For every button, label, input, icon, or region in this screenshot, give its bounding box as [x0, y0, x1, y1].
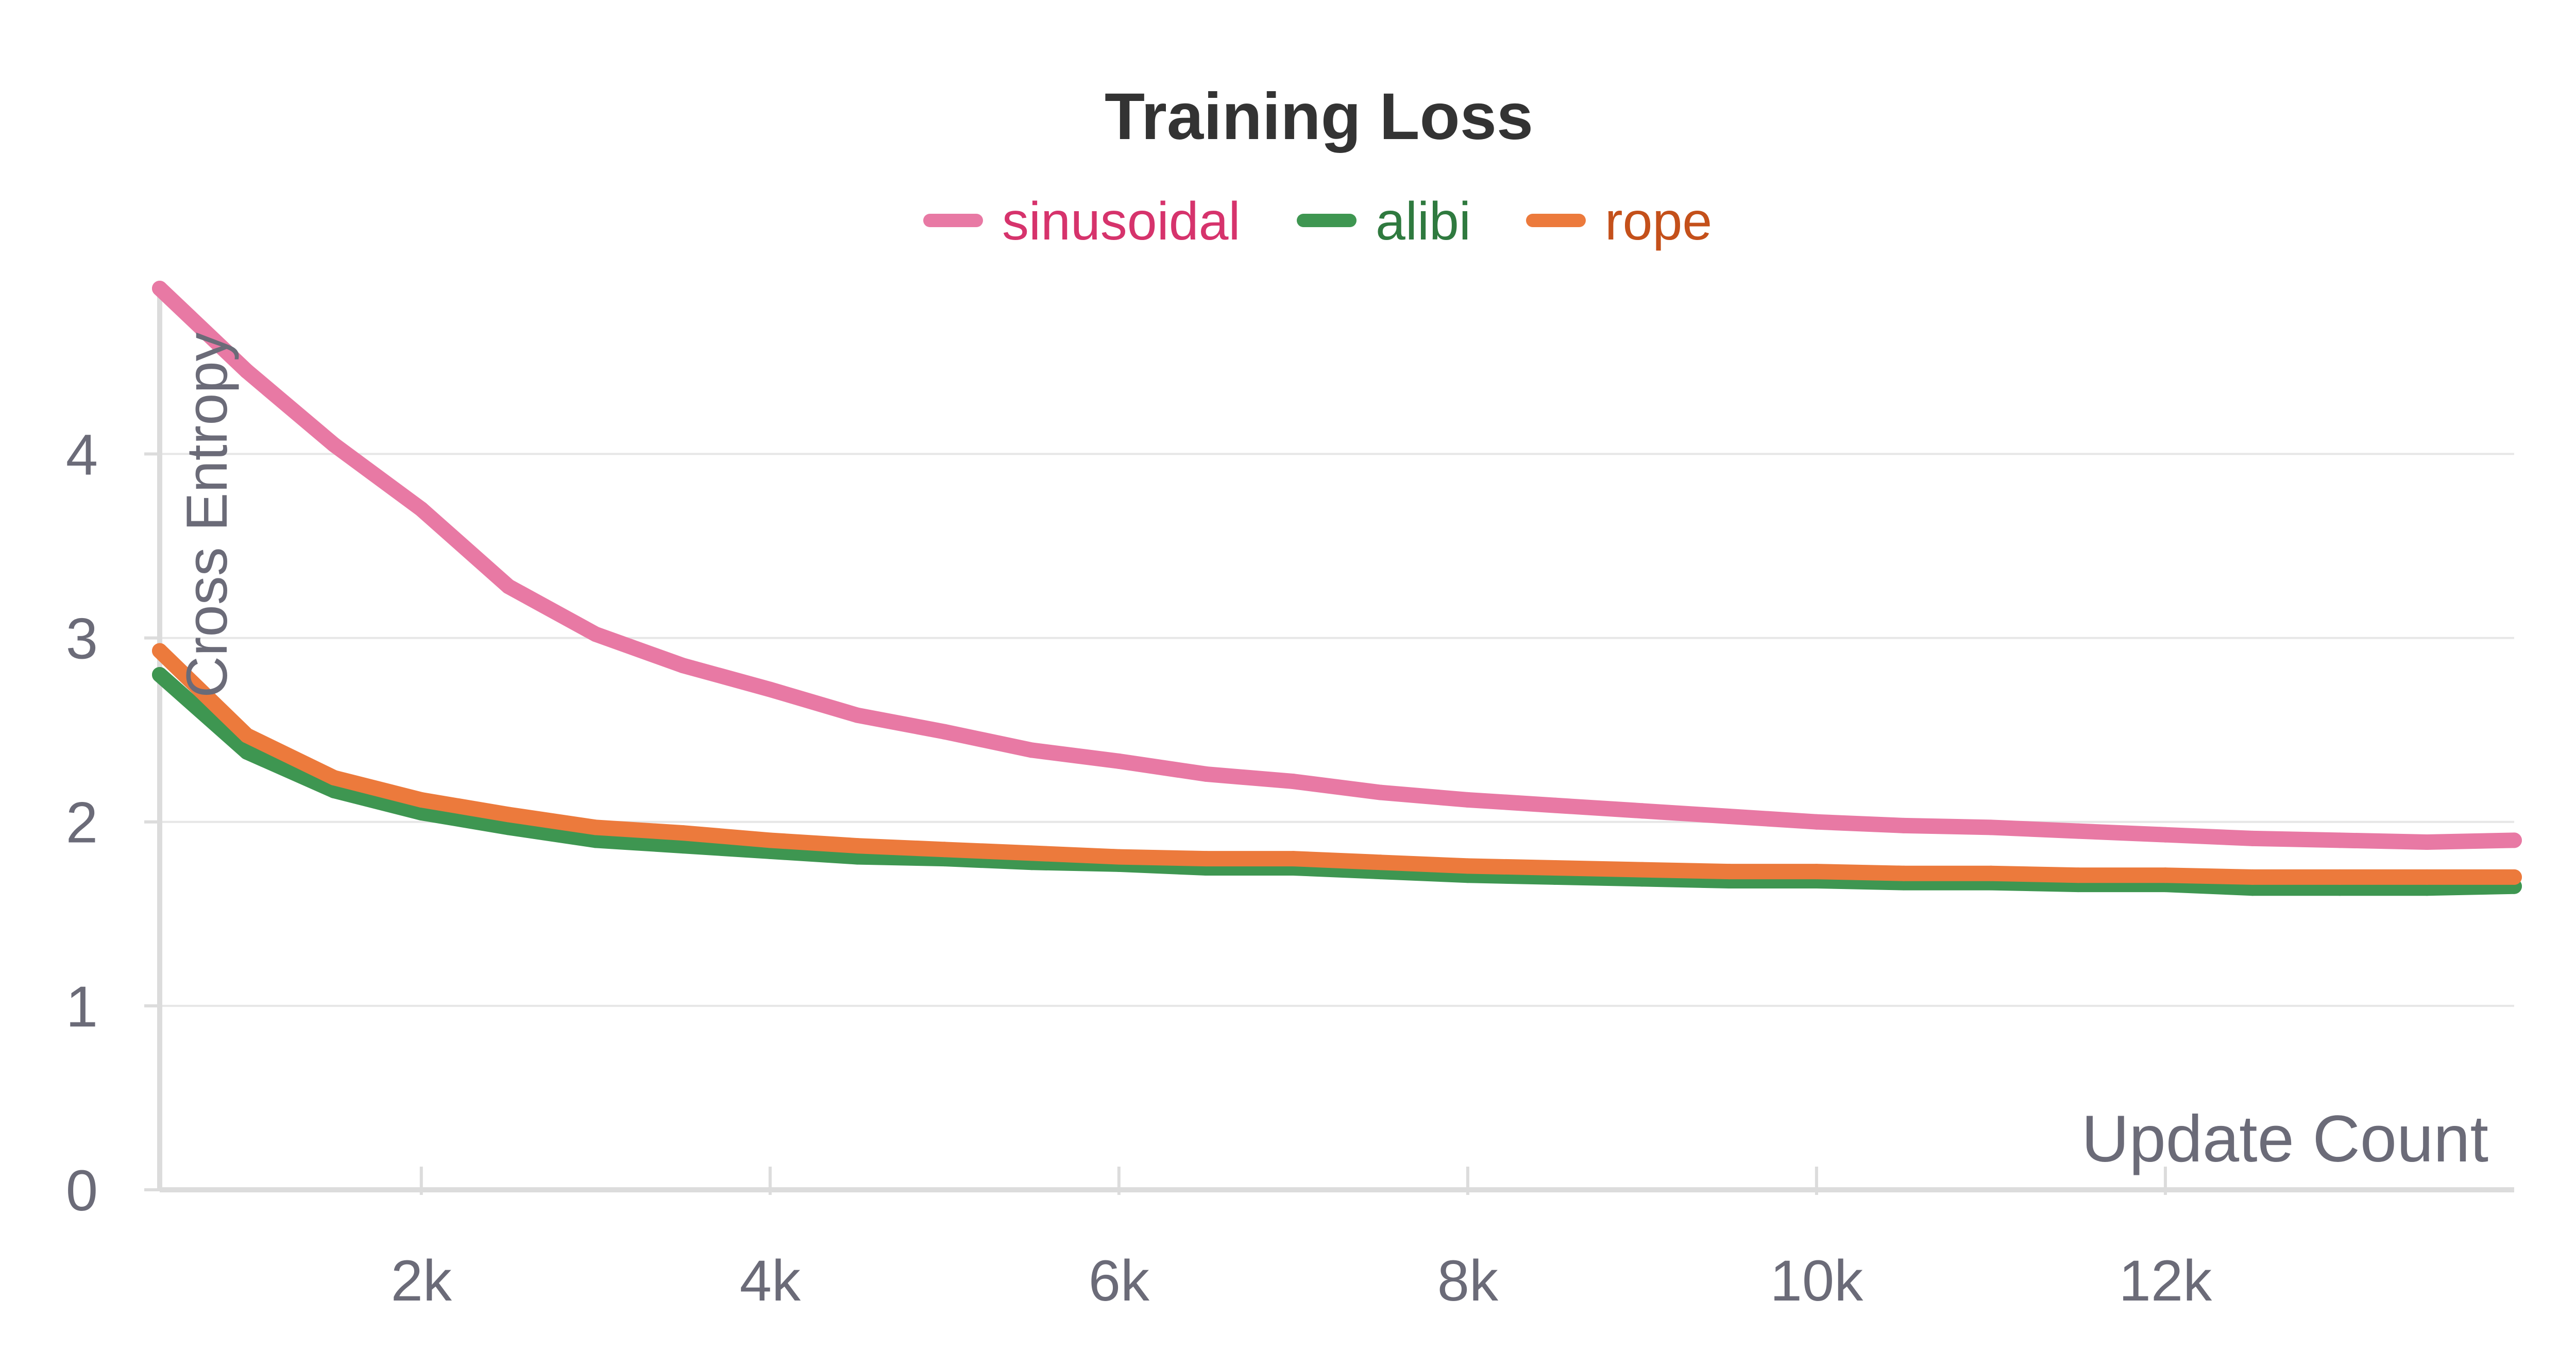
data-point-rope	[326, 770, 342, 785]
data-point-alibi	[413, 805, 429, 820]
data-point-sinusoidal	[588, 626, 604, 642]
x-tick-label: 2k	[391, 1249, 452, 1313]
chart-title: Training Loss	[1105, 80, 1533, 153]
data-point-alibi	[152, 667, 167, 682]
data-point-rope	[588, 819, 604, 835]
data-point-sinusoidal	[1634, 803, 1650, 819]
y-tick-label: 1	[66, 974, 98, 1039]
data-point-sinusoidal	[2332, 832, 2348, 848]
data-point-alibi	[239, 744, 255, 760]
data-point-rope	[762, 832, 778, 848]
data-point-rope	[850, 838, 866, 854]
data-point-sinusoidal	[1896, 817, 1912, 833]
series-line-sinusoidal	[152, 281, 2522, 850]
x-tick-label: 12k	[2119, 1249, 2213, 1313]
data-point-sinusoidal	[413, 501, 429, 517]
data-point-sinusoidal	[152, 281, 167, 296]
legend-item-sinusoidal[interactable]: sinusoidal	[923, 192, 1241, 251]
data-point-sinusoidal	[675, 658, 691, 674]
data-point-rope	[1808, 864, 1824, 880]
data-point-rope	[675, 825, 691, 841]
data-point-rope	[1634, 862, 1650, 878]
data-point-sinusoidal	[2070, 823, 2086, 839]
y-tick-label: 4	[66, 422, 98, 487]
data-point-sinusoidal	[326, 437, 342, 453]
series-line-alibi	[152, 667, 2522, 896]
data-point-rope	[1372, 854, 1388, 870]
data-point-sinusoidal	[937, 724, 953, 740]
data-point-sinusoidal	[1721, 809, 1737, 824]
axes	[157, 283, 2514, 1192]
series-line-rope	[152, 643, 2522, 885]
data-point-rope	[1111, 849, 1127, 865]
y-tick-label: 3	[66, 607, 98, 671]
data-point-alibi	[675, 838, 691, 854]
data-point-rope	[1896, 865, 1912, 881]
data-point-rope	[413, 792, 429, 808]
data-point-sinusoidal	[1460, 792, 1476, 808]
x-tick-label: 10k	[1770, 1249, 1864, 1313]
x-axis-label: Update Count	[2081, 1102, 2488, 1176]
x-tick-label: 4k	[740, 1249, 801, 1313]
data-point-alibi	[326, 783, 342, 798]
data-point-rope	[239, 727, 255, 743]
data-point-rope	[1198, 851, 1214, 867]
data-point-sinusoidal	[2506, 832, 2522, 848]
data-point-rope	[2245, 869, 2261, 885]
data-point-rope	[937, 842, 953, 858]
legend-label: alibi	[1376, 192, 1471, 251]
x-tick-label: 6k	[1089, 1249, 1150, 1313]
data-point-rope	[2506, 869, 2522, 885]
data-point-rope	[2419, 869, 2435, 885]
data-point-sinusoidal	[1372, 784, 1388, 800]
data-point-rope	[2332, 869, 2348, 885]
data-point-rope	[1460, 858, 1476, 874]
legend: sinusoidal alibi rope	[923, 192, 1712, 251]
data-point-rope	[1547, 860, 1563, 876]
data-point-rope	[2157, 867, 2173, 883]
data-point-sinusoidal	[239, 363, 255, 379]
data-point-sinusoidal	[1024, 742, 1040, 758]
data-point-sinusoidal	[1983, 819, 1999, 835]
x-tick-label: 8k	[1437, 1249, 1499, 1313]
data-point-sinusoidal	[1547, 797, 1563, 813]
data-point-sinusoidal	[762, 681, 778, 697]
data-point-sinusoidal	[850, 707, 866, 723]
legend-label: sinusoidal	[1002, 192, 1241, 251]
data-point-sinusoidal	[1198, 766, 1214, 782]
data-point-sinusoidal	[1111, 753, 1127, 769]
series-lines	[152, 281, 2522, 896]
data-point-rope	[152, 643, 167, 659]
tick-labels: 0 1 2 3 4 2k 4k 6k 8k 10k 12k	[66, 422, 2213, 1313]
y-tick-label: 0	[66, 1158, 98, 1223]
data-point-alibi	[588, 832, 604, 848]
legend-item-rope[interactable]: rope	[1526, 192, 1712, 251]
data-point-rope	[2070, 867, 2086, 883]
y-axis-label: Cross Entropy	[175, 332, 239, 698]
legend-label: rope	[1605, 192, 1712, 251]
y-tick-label: 2	[66, 791, 98, 855]
data-point-sinusoidal	[2157, 827, 2173, 843]
data-point-sinusoidal	[1285, 774, 1301, 790]
data-point-rope	[1983, 865, 1999, 881]
data-point-rope	[1721, 864, 1737, 880]
data-point-rope	[1285, 851, 1301, 867]
data-point-rope	[501, 807, 517, 823]
data-point-sinusoidal	[2245, 830, 2261, 846]
data-point-sinusoidal	[501, 578, 517, 594]
data-point-alibi	[501, 819, 517, 835]
gridlines	[160, 453, 2514, 1007]
legend-item-alibi[interactable]: alibi	[1297, 192, 1471, 251]
data-point-sinusoidal	[1808, 814, 1824, 830]
data-point-sinusoidal	[2419, 834, 2435, 850]
data-point-rope	[1024, 845, 1040, 861]
